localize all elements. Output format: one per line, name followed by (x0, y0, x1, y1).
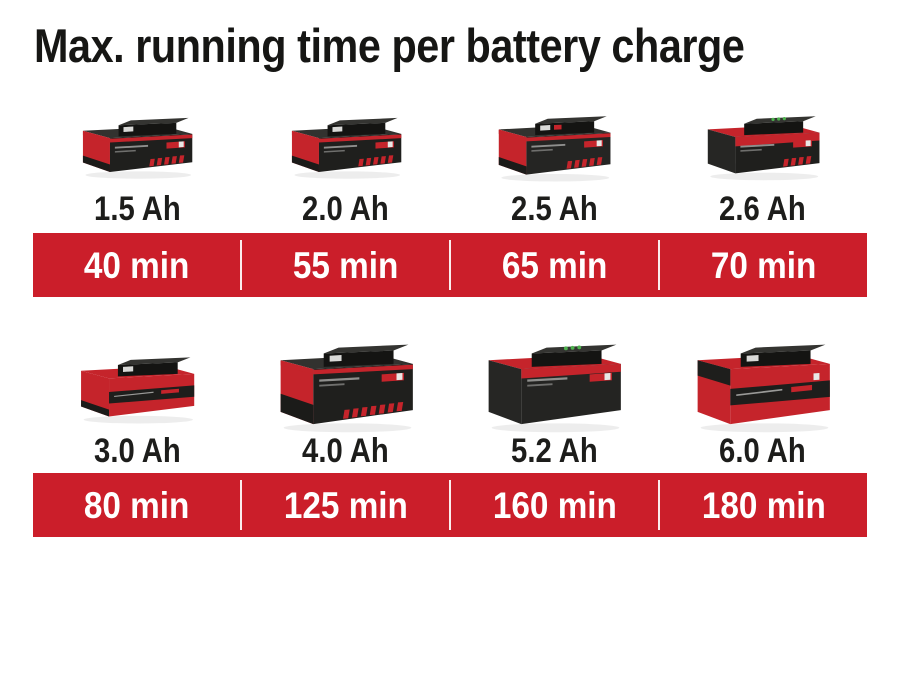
runtime-value: 55 min (292, 244, 399, 286)
capacity-label: 2.5 Ah (510, 190, 598, 229)
band-divider (449, 240, 451, 290)
battery-column: 3.0 Ah (33, 328, 242, 470)
battery-pack-icon (74, 105, 200, 191)
band-divider (240, 240, 242, 290)
battery-pack-icon (478, 329, 630, 433)
battery-pack-icon (72, 344, 202, 433)
page-title: Max. running time per battery charge (34, 19, 745, 72)
runtime-value: 70 min (710, 244, 817, 286)
capacity-label: 6.0 Ah (719, 432, 807, 471)
runtime-value: 65 min (501, 244, 608, 286)
battery-row-1: 1.5 Ah 2.0 Ah 2.5 Ah 2.6 Ah (33, 96, 867, 228)
capacity-label: 1.5 Ah (93, 190, 181, 229)
capacity-label: 5.2 Ah (510, 432, 598, 471)
battery-column: 4.0 Ah (242, 328, 451, 470)
runtime-value: 40 min (83, 244, 190, 286)
battery-column: 1.5 Ah (33, 96, 242, 228)
battery-pack-icon (490, 103, 618, 191)
runtime-band-2: 80 min 125 min 160 min 180 min (33, 473, 867, 537)
battery-pack-icon (283, 105, 409, 191)
runtime-band-1: 40 min 55 min 65 min 70 min (33, 233, 867, 297)
battery-column: 2.6 Ah (659, 96, 868, 228)
battery-pack-icon (687, 329, 839, 433)
battery-pack-icon (699, 103, 827, 191)
band-divider (658, 240, 660, 290)
band-divider (240, 480, 242, 530)
battery-column: 6.0 Ah (659, 328, 868, 470)
runtime-value: 80 min (83, 484, 190, 526)
band-divider (658, 480, 660, 530)
capacity-label: 2.6 Ah (719, 190, 807, 229)
capacity-label: 4.0 Ah (302, 432, 390, 471)
band-divider (449, 480, 451, 530)
runtime-value: 125 min (283, 484, 408, 526)
capacity-label: 2.0 Ah (302, 190, 390, 229)
battery-row-2: 3.0 Ah 4.0 Ah 5.2 Ah 6.0 Ah (33, 328, 867, 470)
battery-pack-icon (270, 329, 422, 433)
runtime-value: 180 min (701, 484, 826, 526)
runtime-value: 160 min (492, 484, 617, 526)
capacity-label: 3.0 Ah (93, 432, 181, 471)
battery-column: 2.0 Ah (242, 96, 451, 228)
battery-column: 5.2 Ah (450, 328, 659, 470)
battery-column: 2.5 Ah (450, 96, 659, 228)
